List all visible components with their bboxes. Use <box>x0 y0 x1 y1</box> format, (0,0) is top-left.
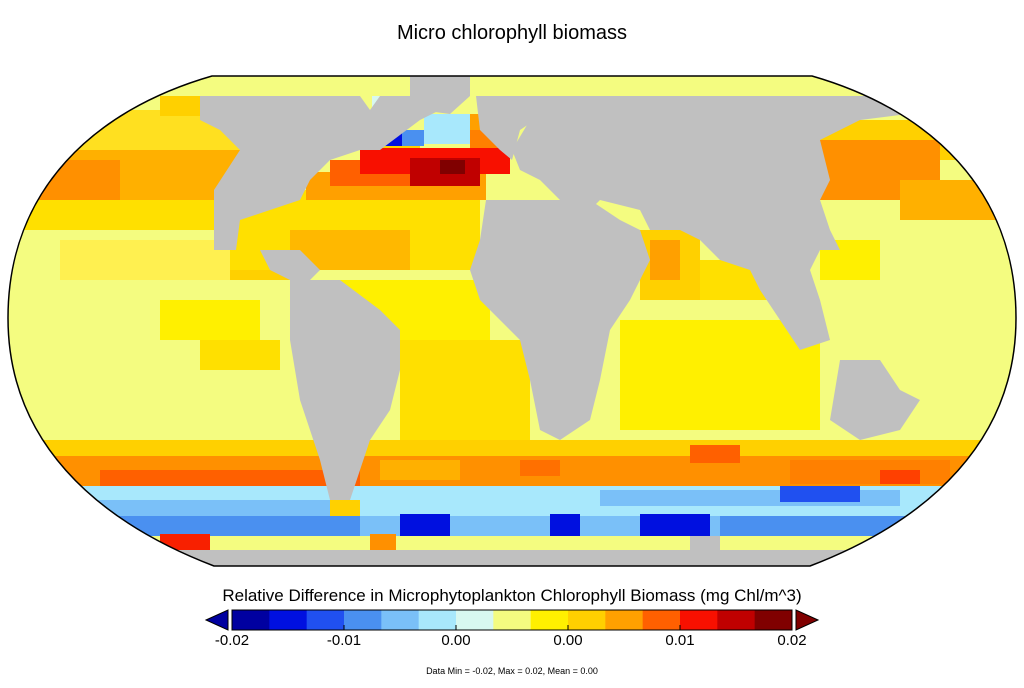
globe-outline <box>7 75 1017 567</box>
colorbar-bin <box>344 610 382 630</box>
colorbar-bin <box>754 610 793 630</box>
colorbar-tick-label: 0.00 <box>553 632 583 649</box>
colorbar-bin <box>717 610 756 630</box>
colorbar-bin <box>568 610 606 630</box>
colorbar-bin <box>418 610 457 630</box>
colorbar-ticks <box>231 625 793 630</box>
colorbar-max-arrow <box>795 609 820 631</box>
indian-ocean-cells <box>620 230 820 430</box>
colorbar-bin <box>232 610 270 630</box>
colorbar-bin <box>306 610 345 630</box>
colorbar-bin <box>493 610 532 630</box>
southern-ocean-anomaly <box>8 486 1016 550</box>
colorbar-tick-label: 0.01 <box>665 632 695 649</box>
atlantic-cells <box>230 190 530 440</box>
colorbar-title: Relative Difference in Microphytoplankto… <box>222 586 802 605</box>
colorbar-tick-label: 0.00 <box>441 632 471 649</box>
colorbar-tick-label: -0.02 <box>214 632 250 649</box>
land-masses <box>8 76 1016 566</box>
colorbar-bin <box>605 610 644 630</box>
colorbar-tick-label: -0.01 <box>326 632 362 649</box>
colorbar-bin <box>381 610 420 630</box>
colorbar-frame <box>231 609 793 631</box>
colorbar-bin <box>680 610 718 630</box>
subantarctic-warm-band <box>8 440 1016 486</box>
data-statistics: Data Min = -0.02, Max = 0.02, Mean = 0.0… <box>426 666 598 676</box>
colorbar-bin <box>456 610 494 630</box>
colorbar-bin <box>530 610 569 630</box>
colorbar-min-arrow <box>204 609 229 631</box>
colorbar-bin <box>269 610 308 630</box>
map-content <box>8 76 1016 566</box>
colorbar-bins <box>232 610 793 630</box>
colorbar-bin <box>642 610 681 630</box>
map-title: Micro chlorophyll biomass <box>396 22 628 44</box>
world-map <box>7 75 1017 567</box>
colorbar-tick-label: 0.02 <box>777 632 807 649</box>
